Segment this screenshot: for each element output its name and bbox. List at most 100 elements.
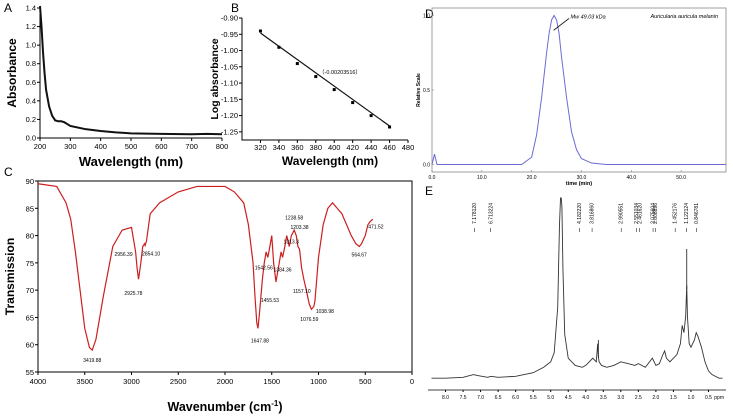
panel-c-x-tick-label: 2000 xyxy=(217,377,234,386)
panel-a-y-tick-label: 0.0 xyxy=(26,134,36,143)
panel-c-y-tick-label: 75 xyxy=(26,259,34,268)
panel-c-x-tick-label: 0 xyxy=(410,377,414,386)
panel-b-data-point xyxy=(295,62,299,66)
panel-c-peak-label: 3419.88 xyxy=(83,358,101,364)
panel-d-title: Auricularia auricula melanin xyxy=(649,14,718,20)
panel-c-peak-label: 2925.78 xyxy=(124,291,142,297)
panel-c-peak-label: 1203.38 xyxy=(290,225,308,231)
panel-e-x-axis-title: ppm xyxy=(714,395,724,401)
panel-b-y-axis-title: Log absorbance xyxy=(209,38,221,119)
panel-a-y-tick-label: 0.2 xyxy=(26,115,36,124)
panel-d-x-tick-label: 30.0 xyxy=(577,175,587,181)
panel-c-x-tick-label: 1500 xyxy=(263,377,280,386)
panel-b-y-tick-label: -1.20 xyxy=(221,111,238,120)
panel-c-peak-label: 1455.53 xyxy=(261,298,279,304)
panel-e-x-tick-label: 7.0 xyxy=(477,395,484,401)
panel-c-y-tick-label: 90 xyxy=(26,177,34,186)
panel-d-x-tick-label: 40.0 xyxy=(626,175,636,181)
panel-a-y-tick-label: 1.0 xyxy=(26,41,36,50)
panel-c-y-tick-label: 65 xyxy=(26,313,34,322)
panel-b-x-axis-title: Wavelength (nm) xyxy=(282,154,378,168)
panel-e-peak-label: 2.990551 xyxy=(619,203,625,224)
panel-d-x-tick-label: 20.0 xyxy=(527,175,537,181)
panel-b-data-point xyxy=(388,125,392,129)
panel-c-peak-label: 1238.58 xyxy=(285,216,303,222)
panel-b-x-tick-label: 360 xyxy=(291,143,304,152)
panel-d-y-tick-label: 0.5 xyxy=(423,88,430,94)
panel-b-data-point xyxy=(369,114,373,118)
panel-c-y-axis-title: Transmission xyxy=(3,238,17,315)
panel-a-absorbance-line xyxy=(39,5,223,136)
panel-b-x-tick-label: 380 xyxy=(310,143,323,152)
panel-d-frame xyxy=(431,7,727,173)
panel-e-peak-label: 1.122124 xyxy=(684,203,690,224)
panel-letter-d: D xyxy=(425,7,434,21)
panel-e-x-tick-label: 7.5 xyxy=(460,395,467,401)
panel-e-x-tick-label: 4.5 xyxy=(565,395,572,401)
panel-c-x-tick-label: 3500 xyxy=(76,377,93,386)
panel-b-x-tick-label: 460 xyxy=(383,143,396,152)
panel-a-uv-spectrum: 200 300 400 500 600 700 800 0.0 0.2 0.4 0.6 0.8 1.0 1… xyxy=(5,4,228,170)
panel-e-x-tick-label: 3.0 xyxy=(617,395,624,401)
panel-c-x-tick-label: 500 xyxy=(359,377,372,386)
panel-b-fit-line xyxy=(260,32,390,127)
panel-a-x-tick-label: 800 xyxy=(216,142,229,151)
panel-d-y-axis-title: Relative Scale xyxy=(416,73,422,107)
panel-e-peak-label: 2.075604 xyxy=(651,203,657,224)
panel-e-peak-label: 6.713224 xyxy=(488,203,494,224)
panel-b-y-tick-label: -1.10 xyxy=(221,79,238,88)
panel-c-x-axis-title-close: ) xyxy=(278,400,282,414)
panel-b-y-tick-label: -0.95 xyxy=(221,30,238,39)
panel-a-y-tick-label: 1.2 xyxy=(26,22,36,31)
panel-e-peak-label: 2.008896 xyxy=(653,203,659,224)
panel-b-x-tick-label: 420 xyxy=(346,143,359,152)
panel-e-peak-label: 3.816860 xyxy=(590,203,596,224)
panel-b-data-point xyxy=(332,88,336,92)
panel-d-x-axis-title: time (min) xyxy=(566,181,592,187)
panel-e-peak-label: 2.551034 xyxy=(634,203,640,224)
panel-c-x-axis-title: Wavenumber (cm-1) xyxy=(167,399,282,414)
panel-c-x-axis-title-main: Wavenumber (cm xyxy=(167,400,271,414)
panel-e-peak-label: 7.178120 xyxy=(472,203,478,224)
panel-d-y-tick-label: 1.0 xyxy=(423,13,430,19)
panel-a-y-axis-title: Absorbance xyxy=(5,38,19,108)
panel-letter-c: C xyxy=(4,165,13,179)
panel-e-x-tick-label: 2.0 xyxy=(652,395,659,401)
panel-b-y-tick-label: -1.00 xyxy=(221,46,238,55)
panel-e-peak-label: 2.461620 xyxy=(637,203,643,224)
panel-c-peak-label: 2956.39 xyxy=(115,252,133,258)
panel-c-peak-label: 564.67 xyxy=(352,252,368,258)
panel-a-x-axis-title: Wavelength (nm) xyxy=(79,154,183,169)
panel-e-nmr-line xyxy=(431,197,723,379)
panel-c-ftir-spectrum: 4000 3500 3000 2500 2000 1500 1000 500 0 55 60 65 70… xyxy=(3,177,414,414)
panel-c-peak-label: 1038.98 xyxy=(316,309,334,315)
panel-a-axes xyxy=(39,8,222,139)
panel-a-y-tick-label: 0.6 xyxy=(26,78,36,87)
panel-b-y-tick-label: -1.25 xyxy=(221,127,238,136)
panel-c-peak-label: 1384.36 xyxy=(274,267,292,273)
panel-d-x-tick-label: 0.0 xyxy=(429,175,436,181)
panel-letter-a: A xyxy=(4,1,12,15)
panel-b-x-tick-label: 320 xyxy=(254,143,267,152)
panel-d-gpc-line xyxy=(431,14,726,166)
panel-e-x-tick-label: 1.5 xyxy=(670,395,677,401)
panel-b-x-tick-label: 400 xyxy=(328,143,341,152)
panel-b-y-tick-label: -1.15 xyxy=(221,95,238,104)
panel-b-x-tick-label: 440 xyxy=(365,143,378,152)
panel-c-x-tick-label: 4000 xyxy=(30,377,47,386)
panel-a-x-tick-label: 300 xyxy=(64,142,77,151)
panel-d-x-tick-label: 50.0 xyxy=(676,175,686,181)
panel-e-x-tick-label: 1.0 xyxy=(687,395,694,401)
panel-a-y-tick-label: 0.8 xyxy=(26,59,36,68)
panel-b-data-point xyxy=(258,29,262,33)
panel-b-data-point xyxy=(351,101,355,105)
panel-a-y-tick-label: 0.4 xyxy=(26,96,36,105)
panel-a-x-tick-label: 700 xyxy=(185,142,198,151)
panel-c-peak-label: 1647.88 xyxy=(251,338,269,344)
panel-letter-e: E xyxy=(425,184,433,198)
panel-a-x-tick-label: 500 xyxy=(125,142,138,151)
panel-c-y-tick-label: 80 xyxy=(26,232,34,241)
panel-b-log-absorbance: 320 340 360 380 400 420 440 460 480 -0.90 -0.95 -1.… xyxy=(209,14,414,169)
panel-letter-b: B xyxy=(231,1,239,15)
